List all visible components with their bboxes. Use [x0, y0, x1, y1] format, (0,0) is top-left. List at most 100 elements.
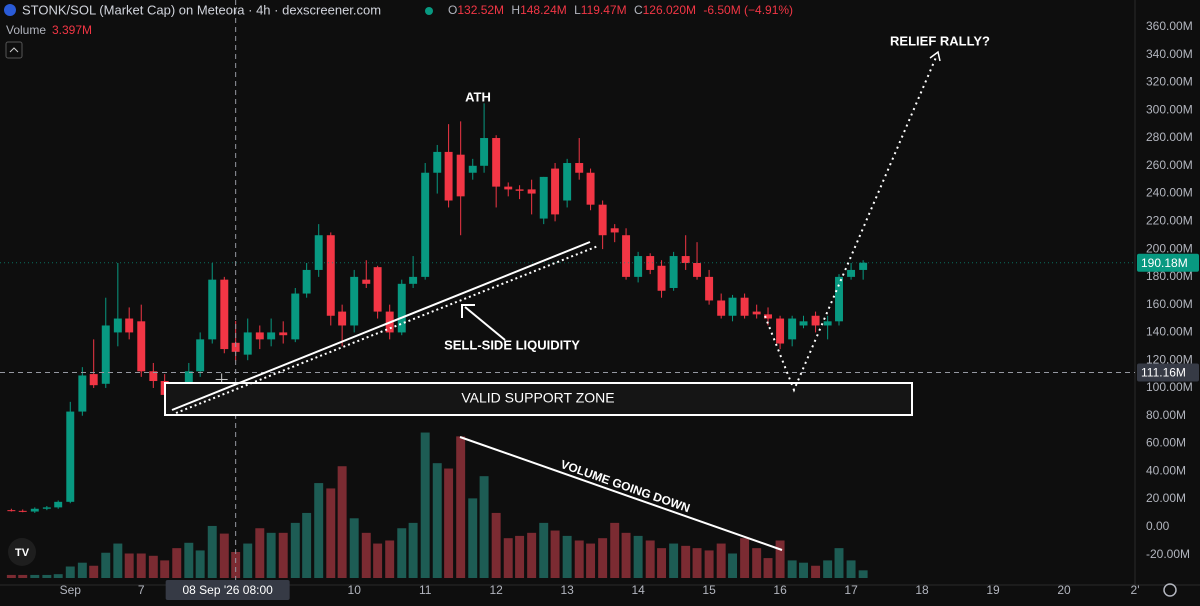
y-tick-label: 20.00M — [1146, 491, 1186, 505]
volume-bar — [42, 574, 52, 578]
volume-bar — [562, 535, 572, 578]
volume-bar — [314, 483, 324, 578]
collapse-icon — [9, 47, 19, 53]
y-tick-label: 240.00M — [1146, 186, 1193, 200]
candle-body — [823, 321, 832, 326]
y-tick-label: 360.00M — [1146, 19, 1193, 33]
x-tick-label: 19 — [986, 583, 1000, 597]
candle-body — [231, 342, 240, 352]
candle-body — [101, 325, 110, 384]
candle-body — [149, 371, 158, 382]
y-tick-label: 260.00M — [1146, 158, 1193, 172]
candle-body — [799, 321, 808, 326]
candle-body — [646, 256, 655, 270]
candle-body — [302, 269, 311, 294]
candle-body — [42, 507, 51, 509]
crosshair-x-label: 08 Sep '26 08:00 — [182, 583, 273, 597]
volume-bar — [728, 553, 738, 578]
volume-bar — [610, 522, 620, 578]
last-price-label: 190.18M — [1141, 256, 1188, 270]
volume-bar — [775, 540, 785, 578]
candle-body — [409, 276, 418, 284]
sell-side-label: SELL-SIDE LIQUIDITY — [444, 337, 580, 352]
volume-bar — [243, 543, 253, 578]
candle-body — [89, 374, 98, 386]
y-tick-label: 100.00M — [1146, 380, 1193, 394]
last-price-box — [1137, 253, 1199, 272]
y-tick-label: 120.00M — [1146, 352, 1193, 366]
symbol-title: STONK/SOL (Market Cap) on Meteora · 4h ·… — [22, 2, 381, 17]
volume-bar — [184, 542, 194, 578]
candle-body — [539, 176, 548, 219]
y-tick-label: 220.00M — [1146, 214, 1193, 228]
volume-bar — [633, 535, 643, 578]
volume-bar — [408, 522, 418, 578]
volume-bar — [752, 548, 762, 578]
candle-body — [373, 267, 382, 312]
volume-bar — [53, 574, 63, 578]
volume-bar — [113, 543, 123, 578]
candle-body — [137, 321, 146, 372]
candle-body — [504, 186, 513, 190]
candle-body — [610, 228, 619, 233]
candle-body — [776, 318, 785, 344]
volume-label: Volume — [6, 23, 46, 37]
candle-body — [586, 172, 595, 205]
candle-body — [728, 297, 737, 316]
volume-bar — [586, 543, 596, 578]
relief-label: RELIEF RALLY? — [890, 33, 990, 48]
arrow-head — [461, 304, 475, 318]
volume-bar — [195, 550, 205, 578]
symbol-icon — [4, 4, 16, 16]
candle-body — [563, 163, 572, 201]
volume-bar — [811, 565, 821, 578]
candle-body — [66, 411, 75, 502]
volume-bar — [136, 553, 146, 578]
status-dot — [425, 7, 433, 15]
x-tick-label: 2' — [1131, 583, 1140, 597]
volume-bar — [456, 436, 466, 578]
collapse-button[interactable] — [5, 41, 23, 59]
y-tick-label: 80.00M — [1146, 408, 1186, 422]
trend-line — [171, 241, 591, 411]
ohlc: O132.52M H148.24M L119.47M C126.020M -6.… — [448, 3, 793, 17]
candle-body — [421, 172, 430, 277]
y-tick-label: 60.00M — [1146, 436, 1186, 450]
crosshair-x-box — [165, 580, 290, 600]
candle-body — [515, 189, 524, 191]
volume-bar — [207, 525, 217, 578]
x-tick-label: 7 — [138, 583, 145, 597]
volume-bar — [574, 540, 584, 578]
volume-bar — [397, 528, 407, 578]
volume-bar — [420, 432, 430, 578]
candle-body — [456, 154, 465, 197]
candle-body — [764, 314, 772, 319]
volume-bar — [337, 466, 347, 578]
volume-bar — [18, 574, 28, 578]
candle-body — [835, 276, 843, 322]
x-tick-label: Sep — [60, 583, 82, 597]
volume-bar — [846, 560, 856, 578]
volume-bar — [278, 532, 288, 578]
trend-line-dotted — [175, 245, 599, 414]
candle-body — [255, 332, 264, 340]
volume-bar — [550, 530, 560, 578]
x-tick-label: 18 — [915, 583, 929, 597]
h-value: 148.24M — [520, 3, 567, 17]
volume-bar — [349, 518, 359, 578]
settings-icon[interactable] — [1163, 583, 1177, 597]
candle-body — [444, 151, 453, 201]
y-tick-label: 160.00M — [1146, 297, 1193, 311]
candle-body — [30, 508, 39, 512]
candle-body — [693, 262, 702, 277]
volume-bar — [621, 532, 631, 578]
candle-body — [705, 276, 714, 301]
candle-body — [859, 262, 868, 270]
x-tick-label: 10 — [348, 583, 362, 597]
volume-bar — [692, 548, 702, 578]
candle-body — [350, 276, 359, 326]
x-tick-label: 16 — [773, 583, 787, 597]
